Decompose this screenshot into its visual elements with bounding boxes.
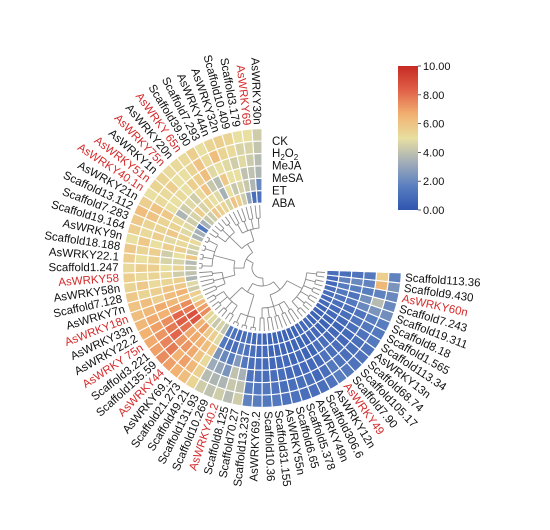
track-label-ck: CK — [272, 136, 288, 148]
colorbar-tick-label: 6.00 — [423, 119, 444, 131]
heatmap-cell — [326, 269, 340, 277]
heatmap-cells — [122, 128, 402, 408]
heatmap-cell — [255, 332, 263, 346]
heatmap-cell — [386, 281, 402, 294]
heatmap-cell — [159, 263, 173, 273]
track-label-meja: MeJA — [272, 161, 302, 173]
heatmap-cell — [171, 257, 186, 266]
dendrogram — [198, 205, 325, 331]
gene-label: AsWRKY22.1 — [48, 247, 119, 264]
heatmap-cell — [338, 270, 353, 279]
gene-label: Scaffold113.36 — [405, 272, 481, 289]
heatmap-cell — [251, 128, 263, 142]
colorbar-tick-label: 10.00 — [423, 61, 451, 73]
colorbar-gradient — [398, 66, 418, 210]
heatmap-cell — [134, 262, 149, 274]
heatmap-cell — [252, 381, 263, 396]
colorbar-ticks: 10.00 8.00 6.00 4.00 2.00 0.00 — [418, 61, 451, 217]
heatmap-cell — [350, 270, 365, 280]
heatmap-cell — [159, 256, 174, 266]
heatmap-cell — [387, 271, 402, 284]
gene-label: AsWRKY30n — [248, 57, 262, 125]
gene-label: Scaffold10.36 — [261, 411, 276, 482]
heatmap-cell — [261, 394, 273, 408]
heatmap-cell — [122, 252, 137, 264]
heatmap-cell — [251, 394, 263, 408]
heatmap-cell — [134, 253, 149, 265]
gene-label: AsWRKY69.2 — [248, 411, 262, 482]
heatmap-cell — [261, 381, 273, 396]
heatmap-cell — [254, 344, 263, 359]
heatmap-cell — [122, 242, 138, 255]
track-label-aba: ABA — [272, 198, 295, 210]
heatmap-cell — [146, 254, 162, 265]
heatmap-cell — [146, 263, 161, 273]
colorbar-tick-label: 4.00 — [423, 147, 444, 159]
track-label-mesa: MeSA — [272, 173, 304, 185]
track-label-et: ET — [272, 185, 287, 197]
heatmap-cell — [362, 270, 378, 281]
colorbar-tick-label: 8.00 — [423, 90, 444, 102]
heatmap-cell — [254, 356, 263, 371]
heatmap-cell — [122, 262, 136, 274]
colorbar-tick-label: 2.00 — [423, 176, 444, 188]
colorbar: 10.00 8.00 6.00 4.00 2.00 0.00 — [398, 61, 451, 217]
dendrogram-branches — [198, 205, 325, 331]
gene-label: AsWRKY58 — [58, 273, 119, 289]
heatmap-cell — [243, 380, 255, 396]
track-label-h2o2: H2O2 — [272, 148, 299, 162]
gene-label: Scaffold1.247 — [48, 262, 118, 274]
heatmap-cell — [375, 271, 390, 283]
heatmap-cell — [171, 264, 186, 272]
heatmap-cell — [252, 140, 263, 155]
heatmap-cell — [253, 369, 263, 384]
colorbar-tick-label: 0.00 — [423, 205, 444, 217]
heatmap-cell — [244, 368, 256, 383]
heatmap-cell — [241, 393, 254, 408]
